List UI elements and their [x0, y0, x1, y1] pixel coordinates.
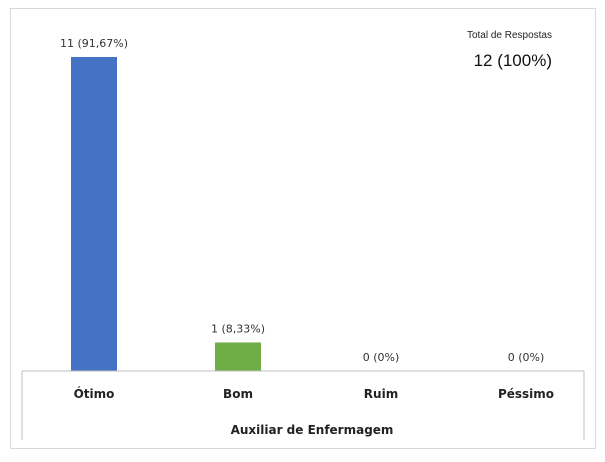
data-label-3: 0 (0%)	[508, 351, 545, 364]
total-responses-label: Total de Respostas	[467, 30, 552, 41]
category-labels-layer: Ótimo Bom Ruim Péssimo	[74, 386, 554, 401]
data-label-2: 0 (0%)	[363, 351, 400, 364]
category-label-2: Ruim	[364, 387, 398, 401]
total-responses-value: 12 (100%)	[474, 51, 552, 70]
bar-0	[71, 57, 117, 371]
x-axis-title: Auxiliar de Enfermagem	[231, 423, 394, 437]
bars-layer	[71, 57, 261, 371]
category-label-1: Bom	[223, 387, 253, 401]
data-label-1: 1 (8,33%)	[211, 322, 265, 335]
bar-1	[215, 342, 261, 371]
category-label-3: Péssimo	[498, 387, 554, 401]
category-label-0: Ótimo	[74, 386, 115, 401]
data-label-0: 11 (91,67%)	[60, 37, 128, 50]
data-labels-layer: 11 (91,67%) 1 (8,33%) 0 (0%) 0 (0%)	[60, 37, 544, 364]
